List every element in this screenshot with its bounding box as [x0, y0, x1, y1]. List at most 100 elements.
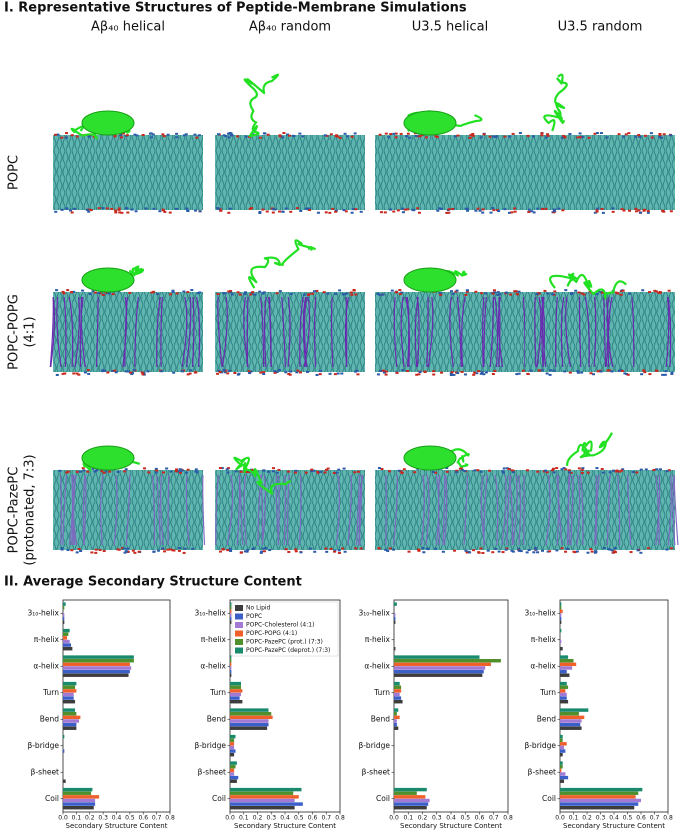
head-group	[648, 373, 652, 376]
head-group	[222, 134, 226, 137]
bar	[63, 734, 65, 739]
head-group	[495, 135, 499, 138]
head-group	[646, 209, 650, 212]
bar	[63, 719, 80, 723]
lipid-tail	[82, 474, 86, 546]
lipid-tail	[298, 474, 302, 546]
head-group	[87, 372, 91, 375]
lipid-tail	[536, 296, 542, 368]
head-group	[336, 372, 340, 375]
head-group	[417, 211, 421, 214]
head-group	[501, 551, 505, 554]
head-group	[226, 372, 230, 375]
head-group	[81, 467, 85, 470]
lipid-tail	[570, 474, 574, 546]
head-group	[600, 208, 604, 211]
head-group	[508, 135, 512, 138]
head-group	[158, 210, 162, 213]
head-group	[73, 207, 77, 210]
head-group	[513, 207, 517, 210]
lipid-tail	[522, 296, 526, 368]
head-group	[312, 469, 316, 472]
head-group	[75, 470, 79, 473]
head-group	[488, 469, 492, 472]
category-label: Bend	[537, 714, 557, 723]
bar	[63, 616, 65, 621]
lipid-tail	[545, 474, 551, 546]
bar	[560, 699, 569, 704]
head-group	[140, 371, 144, 374]
head-group	[146, 370, 150, 373]
head-group	[177, 549, 181, 552]
lipid-tail	[185, 474, 190, 546]
bar	[230, 699, 243, 704]
head-group	[329, 547, 333, 550]
bar	[230, 775, 239, 780]
head-group	[387, 136, 391, 139]
head-group	[394, 132, 398, 135]
head-group	[337, 468, 341, 471]
bar	[63, 787, 93, 792]
head-group	[505, 547, 509, 550]
head-group	[234, 470, 238, 473]
head-group	[402, 468, 406, 471]
peptide-helix	[81, 445, 135, 471]
x-tick-label: 0.7	[489, 815, 499, 822]
head-group	[359, 547, 363, 550]
head-group	[182, 551, 186, 554]
head-group	[248, 207, 252, 210]
head-group	[55, 373, 59, 376]
head-group	[304, 207, 308, 210]
head-group	[596, 207, 600, 210]
head-group	[147, 471, 151, 474]
lipid-tail	[313, 296, 317, 368]
head-group	[473, 371, 477, 374]
head-group	[466, 207, 470, 210]
head-group	[251, 133, 255, 136]
head-group	[351, 208, 355, 211]
head-group	[318, 373, 322, 376]
bar	[63, 722, 77, 727]
head-group	[275, 471, 279, 474]
head-group	[415, 373, 419, 376]
head-group	[611, 207, 615, 210]
head-group	[333, 373, 337, 376]
head-group	[343, 550, 347, 553]
head-group	[576, 370, 580, 373]
head-group	[196, 292, 200, 295]
head-group	[411, 208, 415, 211]
lipid-tail	[631, 296, 635, 368]
head-group	[135, 134, 139, 137]
head-group	[518, 549, 522, 552]
lipid-tail	[151, 474, 156, 546]
head-group	[66, 289, 70, 292]
peptide-helix	[81, 110, 135, 136]
bar	[394, 795, 426, 799]
lipid-tail	[202, 474, 206, 546]
head-group	[595, 132, 599, 135]
head-group	[661, 373, 665, 376]
head-group	[610, 370, 614, 373]
head-group	[220, 467, 224, 470]
bar	[63, 685, 76, 689]
category-label: π-helix	[201, 635, 227, 644]
head-group	[175, 468, 179, 471]
bar	[230, 749, 236, 753]
head-group	[563, 370, 567, 373]
head-group	[244, 471, 248, 474]
head-group	[392, 548, 396, 551]
head-group	[229, 549, 233, 552]
head-group	[497, 550, 501, 553]
bar	[63, 628, 70, 633]
bar	[560, 666, 573, 670]
head-group	[329, 133, 333, 136]
peptide-helix	[403, 110, 457, 136]
bar	[560, 745, 565, 750]
lipid-tail	[605, 296, 609, 368]
lipid-tail	[426, 296, 429, 368]
bar	[63, 692, 74, 697]
head-group	[60, 548, 64, 551]
category-label: α-helix	[364, 661, 390, 670]
head-group	[275, 370, 279, 373]
